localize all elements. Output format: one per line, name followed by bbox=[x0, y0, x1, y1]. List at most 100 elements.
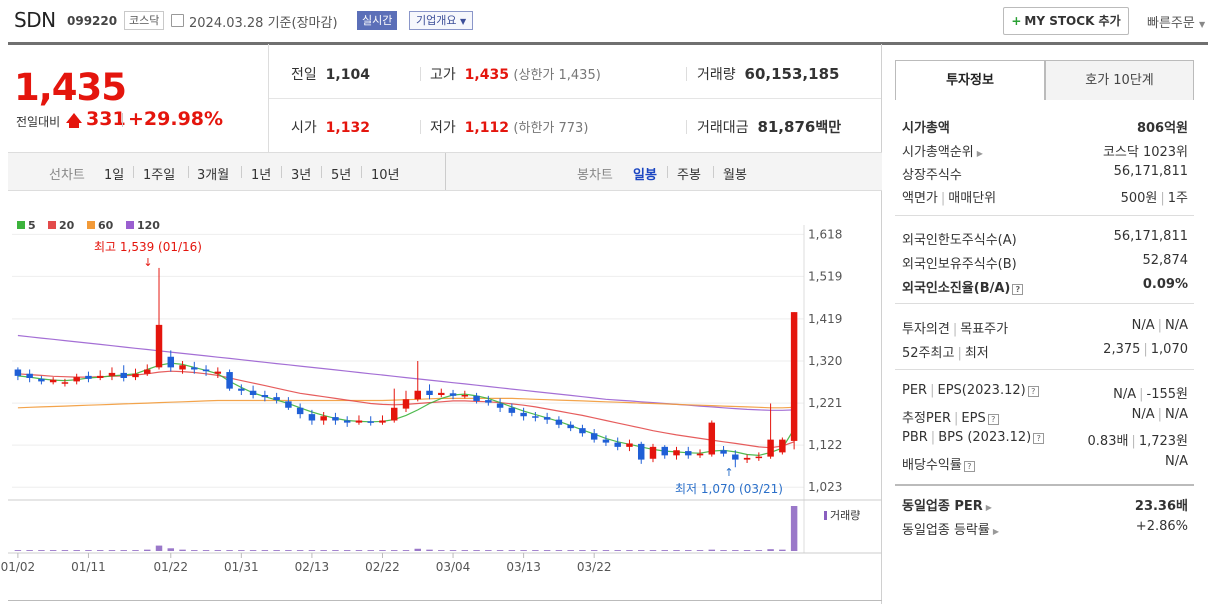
open-value: 1,132 bbox=[325, 120, 370, 136]
candle-body bbox=[790, 312, 798, 441]
legend-5: 5 bbox=[28, 219, 36, 232]
x-tick-label: 02/13 bbox=[295, 560, 330, 574]
candle-body bbox=[332, 417, 339, 421]
period-1d[interactable]: 1일 bbox=[104, 168, 125, 183]
target-value: N/A bbox=[1165, 318, 1188, 333]
day-high: 고가 1,435 (상한가 1,435) bbox=[430, 64, 601, 84]
candle-body bbox=[579, 428, 586, 434]
candle-body bbox=[238, 388, 245, 391]
corp-overview-dropdown[interactable]: 기업개요 ▼ bbox=[409, 11, 474, 30]
date-value: 2024.03.28 bbox=[189, 16, 264, 31]
volume-bar bbox=[308, 550, 316, 551]
unit-value: 1주 bbox=[1167, 191, 1188, 206]
volume-bar bbox=[790, 506, 798, 551]
volume-bar bbox=[496, 550, 504, 551]
candle-monthly[interactable]: 월봉 bbox=[723, 168, 747, 183]
candle-body bbox=[602, 439, 610, 443]
divider: | bbox=[930, 383, 935, 398]
candle-body bbox=[343, 420, 351, 423]
candle-weekly[interactable]: 주봉 bbox=[677, 168, 701, 183]
caret-right-icon: ▶ bbox=[985, 503, 992, 512]
est-per-label: 추정PER bbox=[902, 411, 952, 426]
candle-body bbox=[355, 420, 363, 423]
candle-body bbox=[426, 390, 433, 395]
volume-bar bbox=[567, 550, 574, 551]
my-stock-add-button[interactable]: + MY STOCK 추가 bbox=[1003, 7, 1129, 35]
volume-bar bbox=[391, 550, 398, 551]
candle-body bbox=[626, 443, 633, 447]
w52-label-wrap: 52주최고 | 최저 bbox=[902, 342, 989, 361]
volume-bar bbox=[179, 549, 186, 551]
help-icon[interactable]: ? bbox=[987, 414, 999, 425]
candle-body bbox=[673, 450, 680, 456]
row-sector-change[interactable]: 동일업종 등락률 ▶ +2.86% bbox=[902, 519, 1188, 539]
volume-bar bbox=[685, 550, 692, 551]
sector-per-label: 동일업종 PER bbox=[902, 499, 983, 514]
divider bbox=[895, 369, 1194, 370]
candle-body bbox=[708, 422, 716, 455]
volume-bar bbox=[614, 550, 621, 551]
candle-body bbox=[379, 420, 386, 423]
row-market-cap-rank[interactable]: 시가총액순위 ▶ 코스닥 1023위 bbox=[902, 141, 1188, 161]
volume-bar bbox=[414, 548, 421, 551]
volume-bar bbox=[473, 550, 480, 551]
volume-bar bbox=[673, 550, 680, 551]
line-chart-label[interactable]: 선차트 bbox=[49, 168, 85, 183]
volume-bar bbox=[649, 550, 657, 551]
period-10y[interactable]: 10년 bbox=[371, 168, 400, 183]
volume-bar bbox=[779, 549, 786, 551]
volume-bar bbox=[155, 545, 163, 551]
candle-body bbox=[14, 369, 22, 376]
lower-limit: (하한가 773) bbox=[513, 121, 589, 136]
volume-bar bbox=[96, 550, 104, 551]
period-3y[interactable]: 3년 bbox=[291, 168, 312, 183]
volume-bar bbox=[661, 550, 668, 551]
divider: | bbox=[1160, 191, 1165, 206]
realtime-button[interactable]: 실시간 bbox=[357, 11, 398, 30]
par-value-wrap: 500원 | 1주 bbox=[1121, 187, 1188, 206]
candle-body bbox=[461, 395, 469, 397]
x-tick-label: 03/22 bbox=[577, 560, 612, 574]
row-per: PER | EPS(2023.12)? N/A | -155원 bbox=[902, 383, 1188, 403]
candle-body bbox=[144, 369, 151, 374]
bps-label: BPS (2023.12) bbox=[938, 430, 1032, 445]
market-cap-label: 시가총액 bbox=[902, 121, 950, 136]
foreign-ratio-label-wrap: 외국인소진율(B/A)? bbox=[902, 277, 1024, 296]
row-opinion: 투자의견 | 목표주가 N/A | N/A bbox=[902, 318, 1188, 338]
divider bbox=[268, 44, 269, 152]
row-foreign-ratio: 외국인소진율(B/A)? 0.09% bbox=[902, 277, 1188, 297]
period-3m[interactable]: 3개월 bbox=[197, 168, 230, 183]
help-icon[interactable]: ? bbox=[1027, 386, 1039, 397]
candle-body bbox=[320, 416, 327, 421]
candle-body bbox=[743, 457, 751, 460]
candle-chart-label[interactable]: 봉차트 bbox=[577, 168, 613, 183]
help-icon[interactable]: ? bbox=[963, 461, 975, 472]
volume-bar bbox=[261, 550, 269, 551]
period-5y[interactable]: 5년 bbox=[331, 168, 352, 183]
candlestick-chart[interactable]: 1,618 1,519 1,419 1,320 1,221 1,122 1,023 01/0… bbox=[0, 0, 882, 604]
candle-daily[interactable]: 일봉 bbox=[633, 168, 657, 183]
quote-date: 2024.03.28 기준(장마감) bbox=[189, 12, 338, 31]
tab-orderbook-10[interactable]: 호가 10단계 bbox=[1045, 60, 1194, 101]
row-sector-per[interactable]: 동일업종 PER ▶ 23.36배 bbox=[902, 495, 1188, 515]
period-1y[interactable]: 1년 bbox=[251, 168, 272, 183]
dividend-label-wrap: 배당수익률? bbox=[902, 454, 975, 473]
volume-bar bbox=[49, 550, 57, 551]
help-icon[interactable]: ? bbox=[1033, 433, 1045, 444]
divider: | bbox=[940, 191, 946, 206]
shares-label: 상장주식수 bbox=[902, 168, 962, 183]
pbr-label: PBR bbox=[902, 430, 928, 445]
volume-bar bbox=[696, 550, 704, 551]
pbr-value-wrap: 0.83배 | 1,723원 bbox=[1088, 430, 1188, 449]
help-icon[interactable]: ? bbox=[1012, 284, 1024, 295]
y-tick-label: 1,519 bbox=[808, 269, 842, 283]
down-arrow-icon: ↓ bbox=[143, 256, 152, 269]
divider bbox=[895, 303, 1194, 304]
up-arrow-icon bbox=[66, 113, 82, 123]
quick-order-dropdown[interactable]: 빠른주문 ▼ bbox=[1147, 12, 1205, 31]
upper-limit: (상한가 1,435) bbox=[513, 68, 601, 83]
tab-invest-info[interactable]: 투자정보 bbox=[895, 60, 1045, 101]
period-1w[interactable]: 1주일 bbox=[143, 168, 176, 183]
panel-divider bbox=[881, 44, 882, 604]
rank-label: 시가총액순위 bbox=[902, 145, 974, 160]
